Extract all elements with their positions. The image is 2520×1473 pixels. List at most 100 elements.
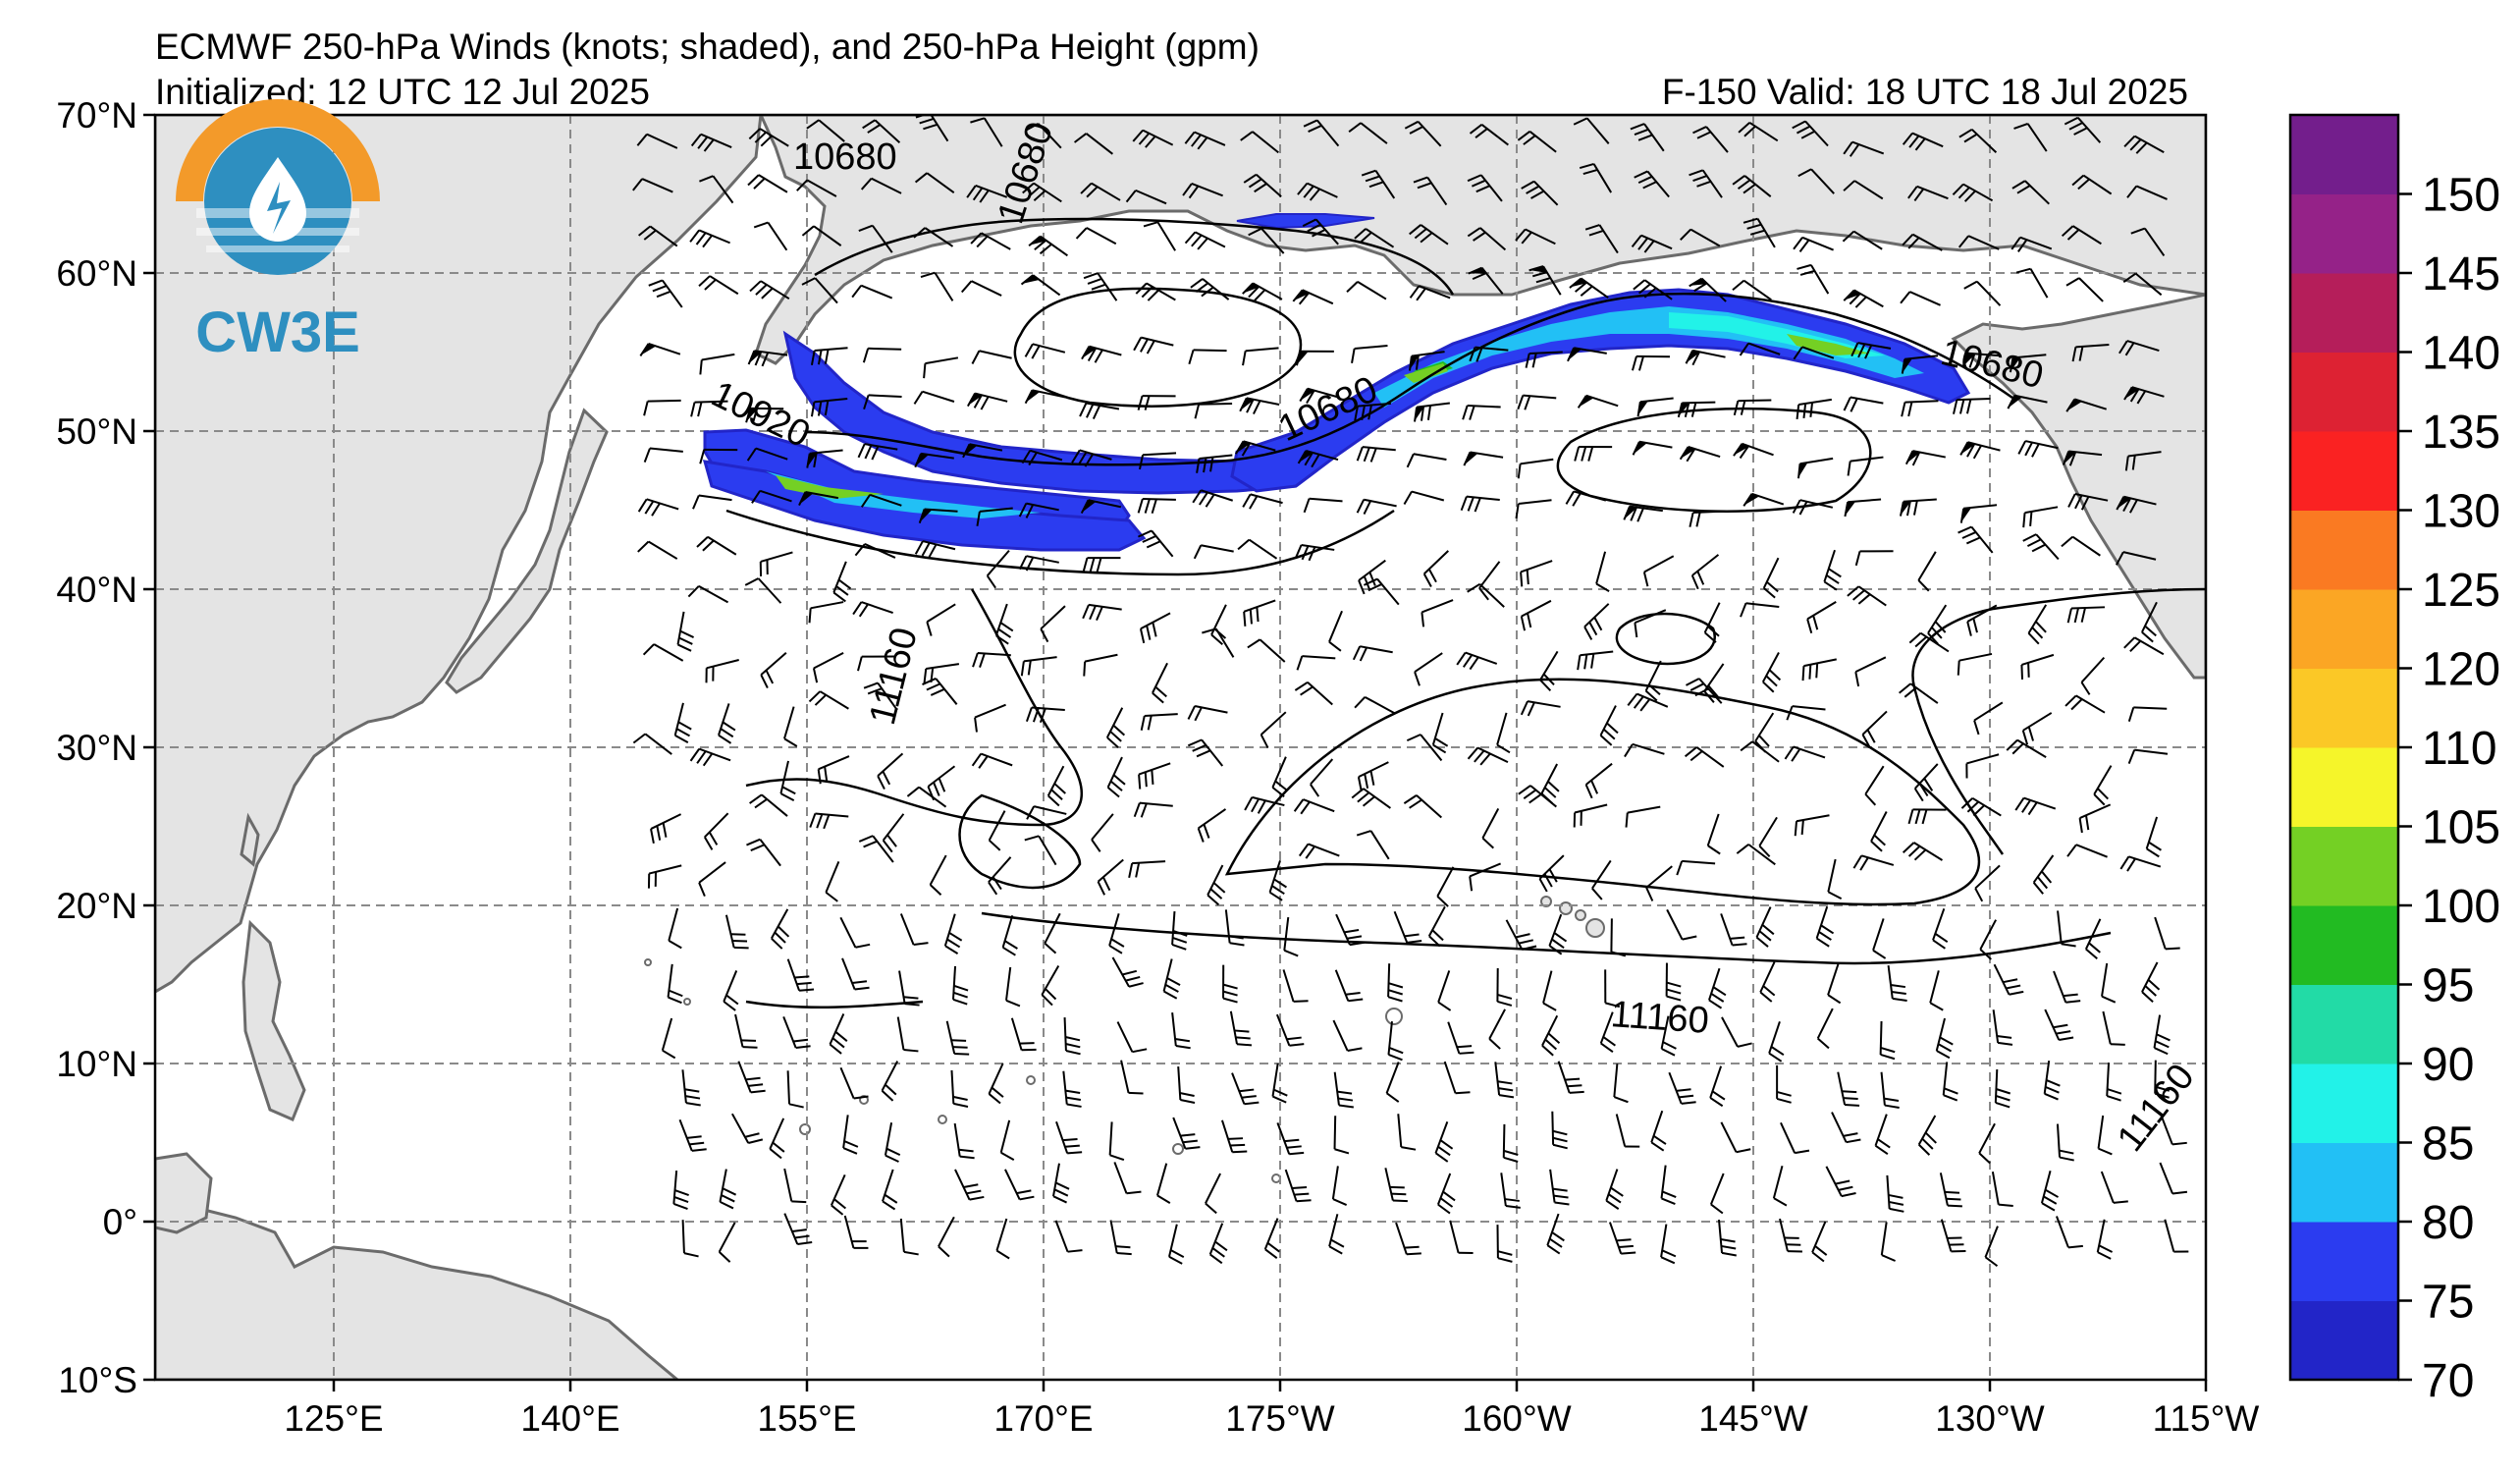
wind-barb <box>943 913 963 955</box>
wind-barb <box>744 577 782 604</box>
wind-barb <box>1109 1220 1132 1256</box>
wind-barb <box>2106 1063 2122 1102</box>
lat-label: 30°N <box>56 728 137 768</box>
wind-barb <box>2124 451 2162 471</box>
lon-label: 175°W <box>1225 1398 1335 1439</box>
wind-barb <box>2007 394 2048 409</box>
wind-barb <box>1902 233 1943 251</box>
wind-barb <box>673 702 692 744</box>
wind-barb <box>1613 1064 1629 1104</box>
wind-barb <box>843 1215 869 1249</box>
title-block: ECMWF 250-hPa Winds (knots; shaded), and… <box>0 0 2520 118</box>
wind-barb <box>2127 706 2168 723</box>
wind-barb <box>1842 230 1883 250</box>
wind-barb <box>1797 457 1834 479</box>
wind-barb <box>951 965 969 1006</box>
wind-barb <box>723 970 739 1011</box>
wind-barb <box>1354 402 1391 421</box>
wind-barb <box>1133 336 1174 355</box>
wind-barb <box>1604 969 1621 1009</box>
wind-barb <box>1632 440 1673 456</box>
wind-barb <box>1387 1020 1404 1062</box>
wind-barb <box>748 128 789 147</box>
wind-barb <box>1615 1114 1640 1148</box>
wind-barb <box>1627 692 1669 712</box>
wind-barb <box>1806 600 1837 634</box>
wind-barb <box>1686 678 1723 704</box>
wind-barb <box>1229 1010 1253 1047</box>
wind-barb <box>779 760 796 801</box>
wind-barb <box>1334 969 1364 1003</box>
wind-barb <box>2065 398 2107 412</box>
wind-barb <box>2093 765 2113 806</box>
colorbar-box <box>2290 510 2398 590</box>
wind-barb <box>2101 962 2117 1004</box>
wind-barb <box>2044 1009 2074 1041</box>
wind-barb <box>2122 272 2163 297</box>
wind-barb <box>1740 602 1780 618</box>
wind-barb <box>1861 710 1888 748</box>
wind-barb <box>1431 712 1449 754</box>
wind-barb <box>1718 1219 1737 1257</box>
wind-barb <box>2159 1113 2187 1146</box>
taiwan-island <box>240 812 260 867</box>
wind-barb <box>1991 1171 2013 1207</box>
wind-barb <box>2097 1115 2113 1156</box>
wind-barb <box>1515 499 1552 519</box>
wind-barb <box>1361 169 1396 199</box>
wind-barb <box>1113 1162 1142 1195</box>
wind-barb <box>1815 905 1835 948</box>
wind-barb <box>1631 355 1670 371</box>
wind-barb <box>2119 855 2162 872</box>
wind-barb <box>1283 916 1299 957</box>
wind-barb <box>1874 1114 1891 1155</box>
wind-barb <box>747 350 788 367</box>
wind-barb <box>1709 1173 1725 1215</box>
lat-label: 60°N <box>56 253 137 294</box>
wind-barb <box>681 1220 699 1258</box>
wind-barb <box>1574 446 1613 462</box>
wind-barb <box>1062 1070 1082 1108</box>
wind-barb <box>2053 970 2081 1004</box>
wind-barb <box>1843 140 1885 157</box>
wind-barb <box>1984 1226 1999 1267</box>
wind-barb <box>1138 452 1177 470</box>
wind-barb <box>1978 1122 1996 1165</box>
wind-barb <box>1502 1123 1519 1163</box>
wind-barb <box>2009 354 2047 373</box>
wind-barb <box>1902 842 1944 861</box>
wind-barb <box>719 1169 737 1210</box>
colorbar-box <box>2290 1064 2398 1143</box>
wind-barb <box>1542 970 1557 1011</box>
wind-barb <box>1221 1119 1248 1154</box>
wind-barb <box>1187 704 1228 722</box>
wind-barb <box>1900 291 1941 306</box>
wind-barb <box>1591 859 1612 900</box>
wind-barb <box>810 347 848 365</box>
wind-barb <box>1963 280 2002 306</box>
wind-barb <box>2014 796 2057 816</box>
colorbar-label: 90 <box>2422 1039 2474 1091</box>
wind-barb <box>1421 599 1454 627</box>
wind-barb <box>994 603 1014 645</box>
wind-barb <box>1780 1121 1810 1155</box>
wind-barb <box>2141 601 2158 643</box>
wind-barb <box>2006 738 2047 758</box>
wind-barb <box>1689 169 1723 198</box>
wind-barb <box>1541 1014 1561 1057</box>
wind-barb <box>1665 962 1682 1002</box>
wind-barb <box>2145 816 2162 858</box>
wind-barb <box>1762 557 1780 599</box>
wind-barb <box>1538 854 1565 893</box>
wind-barb <box>808 601 844 624</box>
wind-barb <box>2022 533 2060 561</box>
wind-barb <box>1328 1214 1345 1255</box>
wind-barb <box>863 394 902 410</box>
contour-11160-a <box>745 588 1083 827</box>
wind-barb <box>1184 131 1226 150</box>
wind-barb <box>1082 557 1121 573</box>
wind-barb <box>1825 1166 1856 1198</box>
colorbar-box <box>2290 273 2398 353</box>
wind-barb <box>1138 762 1171 790</box>
wind-barb <box>899 913 929 946</box>
